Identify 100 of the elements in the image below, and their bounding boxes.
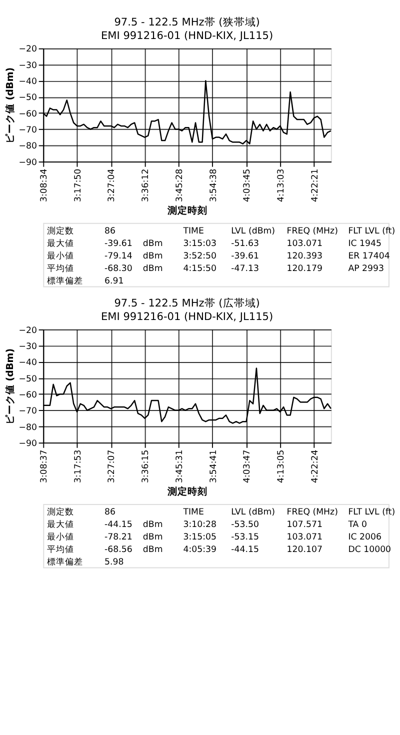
- text: -44.15: [104, 520, 132, 530]
- text: -39.61: [231, 251, 259, 262]
- text: AP 2993: [348, 264, 384, 274]
- text: dBm: [142, 264, 163, 274]
- y-tick-label: −30: [18, 342, 37, 352]
- y-tick-label: −50: [18, 374, 37, 384]
- chart-title: 97.5 - 122.5 MHz帯 (広帯域): [114, 296, 260, 310]
- text: 120.393: [286, 251, 322, 262]
- x-tick-label: 4:13:03: [276, 168, 287, 202]
- text: -51.63: [231, 238, 259, 249]
- text: -68.30: [104, 264, 132, 274]
- text: -39.61: [104, 238, 132, 249]
- text: -44.15: [231, 544, 259, 555]
- y-axis-title: ピーク値 (dBm): [4, 348, 16, 425]
- text: TIME: [182, 226, 204, 236]
- text: 3:52:50: [183, 251, 216, 262]
- x-axis-title: 測定時刻: [166, 486, 208, 498]
- text: 測定数: [47, 225, 74, 236]
- text: LVL (dBm): [231, 226, 276, 236]
- text: FREQ (MHz): [286, 226, 338, 236]
- y-tick-label: −90: [18, 158, 37, 168]
- text: 5.98: [104, 557, 124, 568]
- text: 平均値: [47, 262, 74, 274]
- y-tick-label: −30: [18, 60, 37, 71]
- x-tick-label: 4:13:05: [276, 450, 287, 484]
- text: 120.179: [286, 264, 322, 274]
- text: -53.15: [231, 532, 259, 542]
- x-tick-label: 3:54:38: [208, 168, 219, 202]
- x-tick-label: 3:08:34: [40, 168, 50, 202]
- chart-subtitle: EMI 991216-01 (HND-KIX, JL115): [100, 30, 274, 42]
- x-tick-label: 3:08:37: [40, 450, 50, 484]
- text: 最小値: [47, 531, 74, 542]
- text: 103.071: [286, 532, 322, 542]
- text: dBm: [142, 238, 163, 249]
- x-tick-label: 3:36:12: [141, 168, 152, 202]
- chart-title: 97.5 - 122.5 MHz帯 (狭帯域): [114, 15, 260, 28]
- text: dBm: [142, 251, 163, 262]
- text: dBm: [142, 544, 163, 555]
- text: 103.071: [286, 238, 322, 249]
- text: FLT LVL (ft): [348, 226, 396, 236]
- text: 107.571: [286, 520, 322, 530]
- y-tick-label: −90: [18, 438, 37, 449]
- text: 3:10:28: [183, 520, 216, 530]
- x-tick-label: 4:03:47: [242, 450, 253, 484]
- text: FREQ (MHz): [286, 508, 338, 518]
- y-axis-title: ピーク値 (dBm): [4, 67, 16, 144]
- y-tick-label: −70: [18, 406, 37, 417]
- y-tick-label: −80: [18, 422, 37, 433]
- text: 標準偏差: [47, 275, 83, 286]
- x-tick-label: 4:22:24: [310, 450, 320, 484]
- text: 測定数: [47, 506, 74, 518]
- x-tick-label: 3:45:28: [174, 168, 185, 202]
- text: 平均値: [47, 544, 74, 555]
- text: 最大値: [47, 238, 74, 249]
- text: 3:15:03: [183, 238, 216, 249]
- text: DC 10000: [348, 544, 392, 555]
- text: IC 2006: [348, 532, 382, 542]
- text: 4:05:39: [183, 544, 216, 555]
- x-tick-label: 4:03:45: [242, 168, 253, 202]
- x-axis-title: 測定時刻: [166, 204, 208, 217]
- y-tick-label: −80: [18, 142, 37, 152]
- text: -79.14: [104, 251, 132, 262]
- text: 4:15:50: [183, 264, 216, 274]
- x-tick-label: 4:22:21: [310, 168, 320, 202]
- y-tick-label: −60: [18, 390, 37, 400]
- x-tick-label: 3:27:04: [107, 168, 118, 202]
- y-tick-label: −50: [18, 93, 37, 104]
- y-tick-label: −40: [18, 358, 37, 368]
- chart-subtitle: EMI 991216-01 (HND-KIX, JL115): [100, 310, 274, 323]
- text: 120.107: [286, 544, 322, 555]
- text: dBm: [142, 532, 163, 542]
- text: LVL (dBm): [231, 508, 276, 518]
- text: -53.50: [231, 520, 259, 530]
- text: 最小値: [47, 250, 74, 262]
- text: 最大値: [47, 519, 74, 530]
- text: TA 0: [347, 520, 367, 530]
- text: FLT LVL (ft): [348, 508, 396, 518]
- y-tick-label: −40: [18, 77, 37, 88]
- text: 6.91: [104, 276, 124, 286]
- text: 86: [104, 508, 116, 518]
- text: TIME: [182, 508, 204, 518]
- text: dBm: [142, 520, 163, 530]
- x-tick-label: 3:36:15: [141, 450, 152, 484]
- text: 3:15:05: [183, 532, 216, 542]
- y-tick-label: −20: [18, 44, 37, 55]
- x-tick-label: 3:54:41: [208, 450, 219, 484]
- text: -47.13: [231, 264, 259, 274]
- text: -68.56: [104, 544, 132, 555]
- text: ER 17404: [348, 251, 390, 262]
- text: 標準偏差: [47, 556, 83, 568]
- x-tick-label: 3:45:31: [174, 450, 185, 484]
- y-tick-label: −70: [18, 126, 37, 136]
- text: IC 1945: [348, 238, 382, 249]
- x-tick-label: 3:17:50: [73, 168, 84, 202]
- text: -78.21: [104, 532, 132, 542]
- x-tick-label: 3:27:07: [107, 450, 118, 484]
- y-tick-label: −20: [18, 326, 37, 336]
- y-tick-label: −60: [18, 109, 37, 120]
- x-tick-label: 3:17:53: [73, 450, 84, 484]
- text: 86: [104, 226, 116, 236]
